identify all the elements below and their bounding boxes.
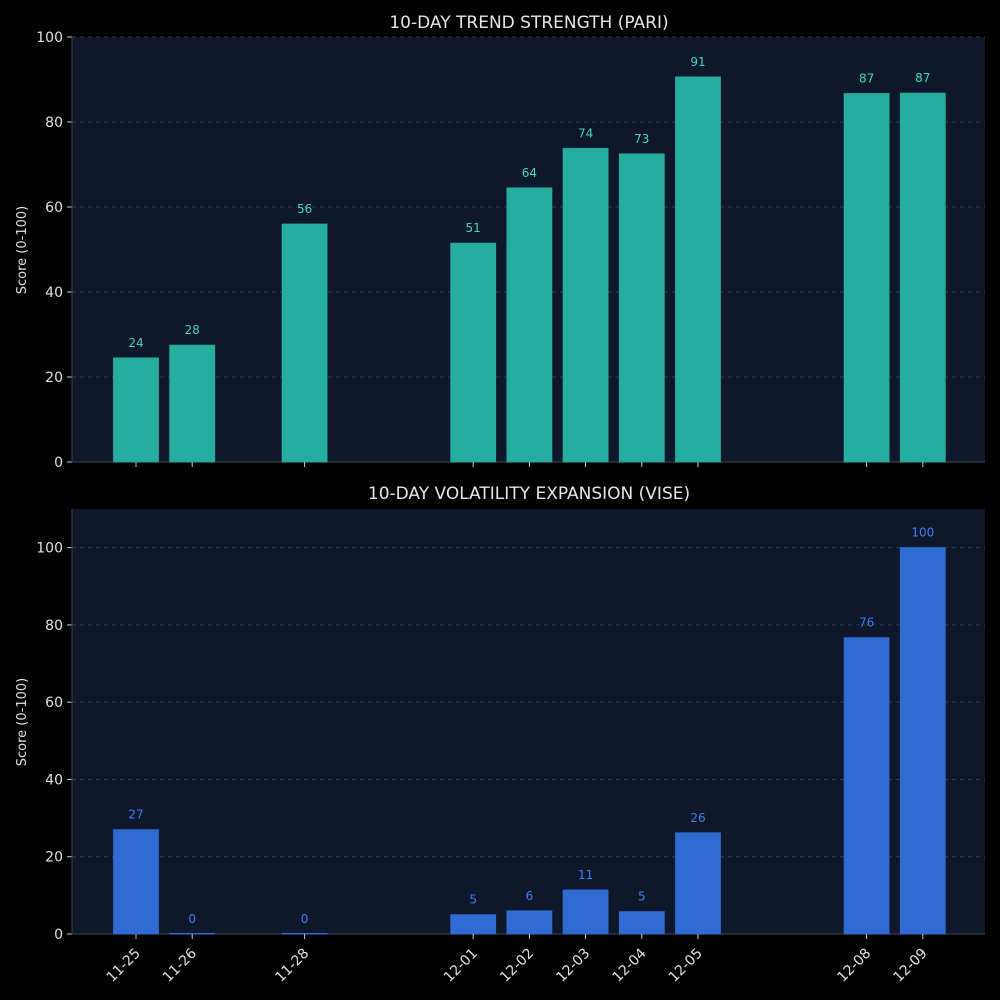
volatility-data-label: 26 [690, 811, 705, 825]
volatility-expansion-panel: 10-DAY VOLATILITY EXPANSION (VISE) Score… [15, 484, 985, 986]
volatility-bar-12-02 [506, 910, 553, 935]
volatility-data-label: 27 [128, 808, 143, 822]
volatility-data-label: 11 [578, 868, 593, 882]
volatility-y-tick-label: 20 [45, 850, 63, 866]
volatility-bar-12-01 [450, 914, 497, 935]
trend-bar-12-05 [675, 76, 721, 463]
volatility-y-tick-label: 0 [54, 927, 63, 943]
trend-bar-11-26 [169, 344, 216, 463]
volatility-data-label: 0 [188, 912, 196, 926]
volatility-data-label: 0 [301, 912, 309, 926]
volatility-y-axis-label: Score (0-100) [15, 678, 30, 766]
volatility-chart-title: 10-DAY VOLATILITY EXPANSION (VISE) [368, 484, 690, 504]
trend-y-tick-label: 100 [36, 30, 63, 46]
volatility-bar-11-25 [113, 829, 159, 935]
volatility-bar-12-04 [618, 911, 665, 935]
volatility-bar-11-28 [281, 933, 328, 935]
trend-strength-panel: 10-DAY TREND STRENGTH (PARI) Score (0-10… [15, 13, 985, 471]
trend-data-label: 51 [466, 221, 481, 235]
trend-bar-11-25 [113, 357, 159, 463]
volatility-bar-12-05 [675, 832, 721, 935]
trend-y-tick-label: 0 [54, 455, 63, 471]
trend-data-label: 74 [578, 126, 593, 140]
volatility-data-label: 100 [911, 526, 934, 540]
volatility-y-tick-label: 40 [45, 772, 63, 788]
trend-bar-12-01 [450, 242, 497, 463]
volatility-plot-area [72, 509, 985, 934]
trend-bar-11-28 [281, 223, 328, 463]
trend-data-label: 73 [634, 132, 649, 146]
trend-y-tick-label: 60 [45, 200, 63, 216]
trend-y-tick-label: 40 [45, 285, 63, 301]
trend-bar-12-04 [618, 153, 665, 463]
volatility-y-tick-label: 80 [45, 618, 63, 634]
trend-bar-12-02 [506, 187, 553, 463]
volatility-y-tick-label: 60 [45, 695, 63, 711]
volatility-bar-11-26 [169, 933, 216, 935]
trend-data-label: 91 [690, 55, 705, 69]
trend-bar-12-03 [562, 147, 609, 463]
trend-data-label: 87 [915, 71, 930, 85]
trend-y-tick-label: 80 [45, 115, 63, 131]
trend-data-label: 56 [297, 202, 312, 216]
trend-data-label: 87 [859, 72, 874, 86]
trend-bar-12-09 [899, 92, 946, 463]
volatility-data-label: 5 [469, 893, 477, 907]
volatility-data-label: 5 [638, 890, 646, 904]
volatility-bar-12-09 [899, 547, 946, 935]
volatility-bar-12-08 [843, 637, 890, 935]
trend-y-tick-label: 20 [45, 370, 63, 386]
volatility-data-label: 76 [859, 616, 874, 630]
volatility-y-tick-label: 100 [36, 541, 63, 557]
trend-data-label: 24 [128, 336, 143, 350]
trend-chart-title: 10-DAY TREND STRENGTH (PARI) [389, 13, 668, 33]
volatility-bar-12-03 [562, 889, 609, 935]
trend-data-label: 64 [522, 166, 537, 180]
volatility-data-label: 6 [526, 889, 534, 903]
trend-bar-12-08 [843, 93, 890, 463]
trend-data-label: 28 [185, 323, 200, 337]
trend-y-axis-label: Score (0-100) [15, 206, 30, 294]
